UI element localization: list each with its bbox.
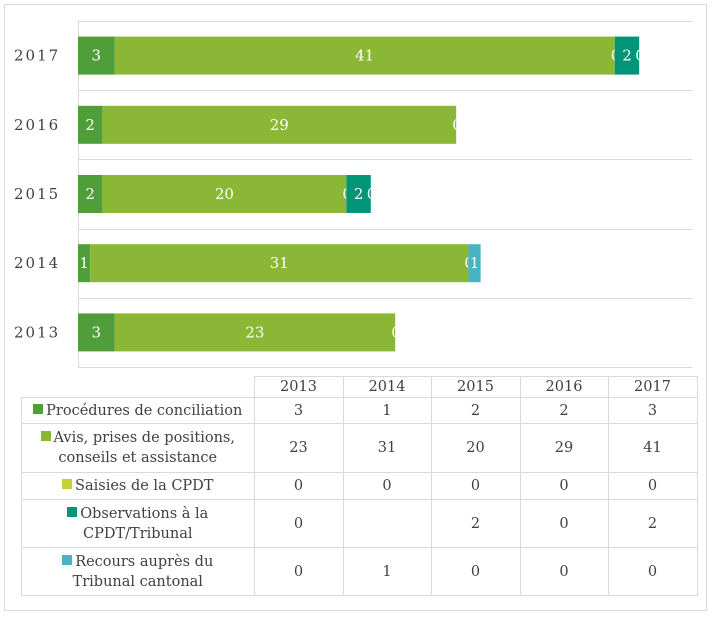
legend-swatch-icon bbox=[67, 506, 78, 517]
value-cell: 0 bbox=[430, 472, 521, 500]
value-cell: 0 bbox=[519, 472, 609, 500]
value-cell: 0 bbox=[430, 547, 521, 596]
series-name-cell: Recours auprès du Tribunal cantonal bbox=[21, 547, 255, 596]
category-label: 2017 bbox=[14, 47, 60, 65]
series-name-cell: Observations à la CPDT/Tribunal bbox=[21, 499, 255, 548]
table-row: Observations à la CPDT/Tribunal 0 2 0 2 bbox=[21, 499, 698, 548]
table-row: Recours auprès du Tribunal cantonal 0 1 0 0 0 bbox=[21, 547, 698, 596]
bar-segment bbox=[468, 244, 481, 283]
data-label: 0 bbox=[367, 185, 377, 203]
data-label: 0 bbox=[391, 323, 401, 341]
data-label: 1 bbox=[79, 254, 89, 272]
bar-segment bbox=[90, 244, 469, 283]
bar-segment bbox=[102, 105, 457, 144]
table-header-row: 2013 2014 2015 2016 2017 bbox=[21, 376, 698, 398]
series-name-cell: Saisies de la CPDT bbox=[21, 472, 255, 500]
year-header: 2017 bbox=[607, 376, 698, 398]
legend-swatch-icon bbox=[62, 479, 73, 489]
value-cell: 3 bbox=[607, 397, 698, 424]
category-label: 2016 bbox=[14, 116, 60, 134]
value-cell: 0 bbox=[253, 472, 344, 500]
value-cell: 2 bbox=[430, 397, 521, 424]
data-table: 2013 2014 2015 2016 2017 Procédures de concil… bbox=[21, 376, 698, 596]
data-label: 31 bbox=[270, 254, 289, 272]
category-label: 2014 bbox=[14, 254, 60, 272]
value-cell: 2 bbox=[519, 397, 609, 424]
category-label: 2013 bbox=[14, 323, 60, 341]
chart-frame bbox=[4, 4, 707, 611]
category-label: 2015 bbox=[14, 185, 60, 203]
legend-swatch-icon bbox=[40, 431, 51, 441]
data-label: 3 bbox=[92, 47, 102, 65]
year-header: 2016 bbox=[519, 376, 609, 398]
bar-segment bbox=[114, 36, 615, 75]
data-label: 1 bbox=[470, 254, 480, 272]
data-label: 41 bbox=[355, 47, 374, 65]
data-label: 3 bbox=[92, 323, 102, 341]
value-cell: 3 bbox=[253, 397, 344, 424]
data-label: 20 bbox=[215, 185, 234, 203]
series-name: Recours auprès du bbox=[75, 553, 214, 570]
bar-segment bbox=[114, 313, 396, 352]
legend-swatch-icon bbox=[62, 554, 73, 565]
value-cell: 0 bbox=[607, 547, 698, 596]
series-name-cell: Avis, prises de positions, conseils et as… bbox=[21, 423, 255, 473]
value-cell: 0 bbox=[607, 472, 698, 500]
value-cell: 23 bbox=[253, 423, 344, 473]
table-row: Procédures de conciliation 3 1 2 2 3 bbox=[21, 397, 698, 424]
stacked-bar-chart: 2017341020201622902015220020201413101201… bbox=[14, 21, 692, 368]
legend-swatch-icon bbox=[33, 403, 44, 414]
series-name: Avis, prises de positions, bbox=[53, 430, 235, 446]
series-name: Observations à la bbox=[80, 505, 209, 522]
table-row: Saisies de la CPDT 0 0 0 0 0 bbox=[21, 472, 698, 500]
data-label: 2 bbox=[622, 47, 632, 65]
bar-segment bbox=[78, 105, 103, 144]
data-label: 0 bbox=[452, 116, 462, 134]
value-cell: 0 bbox=[342, 472, 432, 500]
value-cell: 31 bbox=[342, 423, 432, 473]
table-corner bbox=[21, 376, 255, 398]
data-label: 29 bbox=[270, 116, 289, 134]
bar-segment bbox=[78, 36, 115, 75]
bar-segment bbox=[614, 36, 640, 75]
year-header: 2013 bbox=[253, 376, 344, 398]
series-name: CPDT/Tribunal bbox=[82, 525, 193, 542]
data-label: 0 bbox=[635, 47, 645, 65]
series-name: Tribunal cantonal bbox=[72, 573, 203, 590]
value-cell: 0 bbox=[519, 499, 609, 548]
value-cell: 0 bbox=[253, 547, 344, 596]
data-label: 2 bbox=[85, 185, 95, 203]
value-cell: 2 bbox=[607, 499, 698, 548]
bar-segment bbox=[78, 175, 103, 213]
value-cell bbox=[342, 499, 432, 548]
series-name: Saisies de la CPDT bbox=[75, 478, 214, 494]
value-cell: 1 bbox=[342, 547, 432, 596]
value-cell: 20 bbox=[430, 423, 521, 473]
series-name: Procédures de conciliation bbox=[46, 402, 243, 419]
year-header: 2015 bbox=[430, 376, 521, 398]
data-label: 23 bbox=[245, 323, 264, 341]
value-cell: 1 bbox=[342, 397, 432, 424]
data-label: 2 bbox=[85, 116, 95, 134]
series-name-cell: Procédures de conciliation bbox=[21, 397, 255, 424]
table-row: Avis, prises de positions, conseils et as… bbox=[21, 423, 698, 473]
value-cell: 0 bbox=[519, 547, 609, 596]
bar-segment bbox=[78, 313, 115, 352]
series-name: conseils et assistance bbox=[58, 450, 218, 466]
year-header: 2014 bbox=[342, 376, 432, 398]
value-cell: 0 bbox=[253, 499, 344, 548]
bar-segment bbox=[346, 175, 371, 213]
value-cell: 41 bbox=[607, 423, 698, 473]
value-cell: 29 bbox=[519, 423, 609, 473]
data-label: 2 bbox=[354, 185, 364, 203]
bar-segment bbox=[102, 175, 347, 213]
value-cell: 2 bbox=[430, 499, 521, 548]
bar-segment bbox=[78, 244, 91, 283]
